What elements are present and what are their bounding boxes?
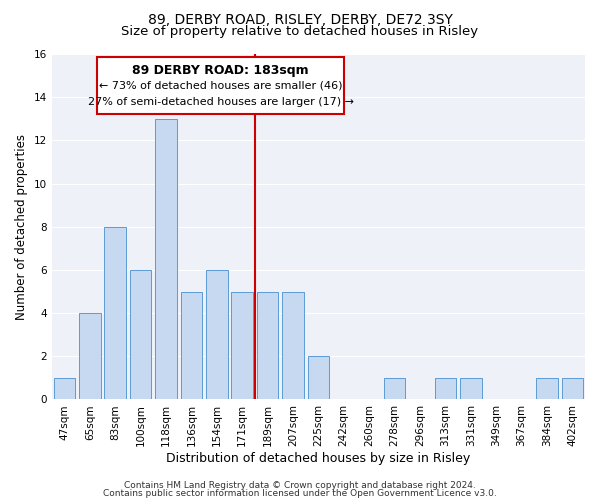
Y-axis label: Number of detached properties: Number of detached properties [15, 134, 28, 320]
Bar [104, 226, 126, 400]
Text: ← 73% of detached houses are smaller (46): ← 73% of detached houses are smaller (46… [99, 81, 343, 91]
Text: 89, DERBY ROAD, RISLEY, DERBY, DE72 3SY: 89, DERBY ROAD, RISLEY, DERBY, DE72 3SY [148, 12, 452, 26]
Bar [206, 270, 227, 400]
Bar [181, 292, 202, 400]
Bar [434, 378, 456, 400]
Bar [282, 292, 304, 400]
Bar [79, 313, 101, 400]
Text: Contains public sector information licensed under the Open Government Licence v3: Contains public sector information licen… [103, 488, 497, 498]
Bar [562, 378, 583, 400]
Bar [384, 378, 406, 400]
Bar [536, 378, 557, 400]
FancyBboxPatch shape [97, 57, 344, 114]
Text: Size of property relative to detached houses in Risley: Size of property relative to detached ho… [121, 25, 479, 38]
Bar [53, 378, 75, 400]
Bar [257, 292, 278, 400]
Text: 89 DERBY ROAD: 183sqm: 89 DERBY ROAD: 183sqm [132, 64, 309, 76]
Bar [308, 356, 329, 400]
Text: Contains HM Land Registry data © Crown copyright and database right 2024.: Contains HM Land Registry data © Crown c… [124, 481, 476, 490]
Bar [130, 270, 151, 400]
X-axis label: Distribution of detached houses by size in Risley: Distribution of detached houses by size … [166, 452, 470, 465]
Bar [155, 119, 177, 400]
Text: 27% of semi-detached houses are larger (17) →: 27% of semi-detached houses are larger (… [88, 97, 353, 107]
Bar [232, 292, 253, 400]
Bar [460, 378, 482, 400]
